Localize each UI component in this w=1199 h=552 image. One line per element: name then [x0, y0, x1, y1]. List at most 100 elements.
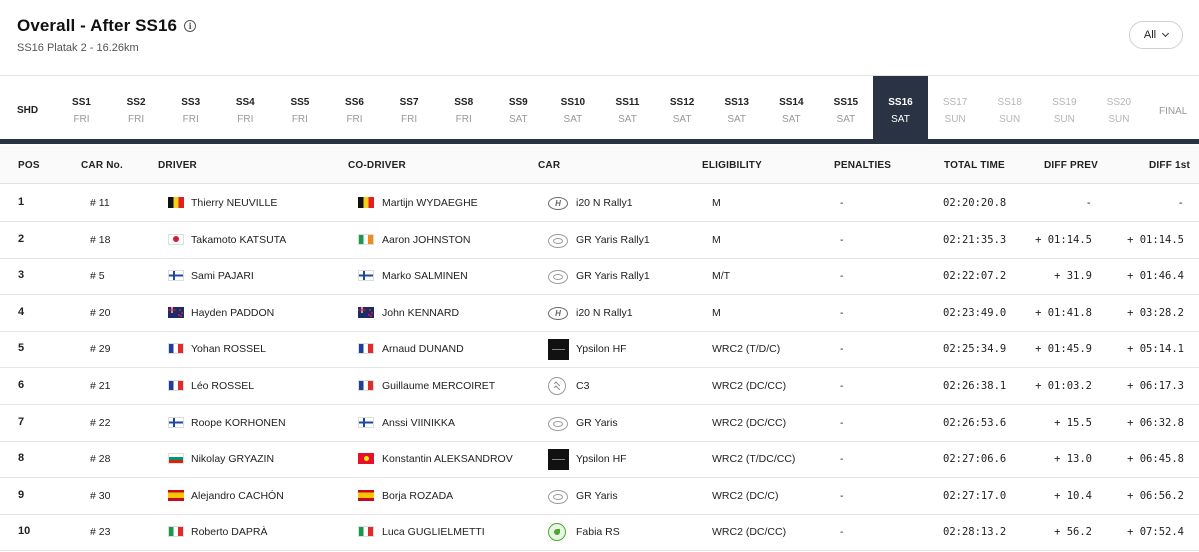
stage-tab-ss3[interactable]: SS3 FRI [163, 76, 218, 140]
stage-tab-ss15[interactable]: SS15 SAT [818, 76, 873, 140]
stage-tab-ss4[interactable]: SS4 FRI [218, 76, 273, 140]
driver-name[interactable]: Hayden PADDON [191, 306, 275, 319]
col-diff-prev[interactable]: DIFF PREV [1044, 160, 1099, 171]
stage-day: FRI [182, 114, 199, 125]
co-driver-flag-icon [358, 270, 374, 282]
filter-label: All [1143, 29, 1157, 41]
eligibility: WRC2 (T/D/C) [712, 343, 781, 356]
diff-prev: - [1085, 197, 1092, 209]
driver-name[interactable]: Roope KORHONEN [191, 416, 286, 429]
stage-tab-ss16[interactable]: SS16 SAT [873, 76, 928, 140]
col-car[interactable]: CAR [538, 160, 561, 171]
stage-tab-ss19[interactable]: SS19 SUN [1037, 76, 1092, 140]
col-car-no[interactable]: CAR No. [81, 160, 123, 171]
stage-tab-ss7[interactable]: SS7 FRI [382, 76, 437, 140]
stage-tab-ss18[interactable]: SS18 SUN [982, 76, 1037, 140]
stage-day: SUN [999, 114, 1021, 125]
car-number: # 29 [90, 343, 111, 356]
col-pos[interactable]: POS [18, 160, 40, 171]
co-driver-flag-icon [358, 416, 374, 428]
driver-flag-icon [168, 453, 184, 465]
co-driver-name[interactable]: Konstantin ALEKSANDROV [382, 453, 513, 466]
stage-tab-ss17[interactable]: SS17 SUN [928, 76, 983, 140]
info-icon[interactable]: i [184, 20, 197, 32]
car-model: C3 [576, 380, 590, 392]
eligibility: WRC2 (DC/CC) [712, 416, 787, 429]
position: 7 [18, 415, 25, 428]
table-row[interactable]: 10 # 23 Roberto DAPRÀ Luca GUGLIELMETTI Fabi… [0, 514, 1199, 552]
table-row[interactable]: 9 # 30 Alejandro CACHÓN Borja ROZADA GR Yari… [0, 478, 1199, 515]
stage-name: SS14 [779, 97, 804, 108]
driver-name[interactable]: Thierry NEUVILLE [191, 197, 278, 209]
driver-flag-icon [168, 270, 184, 282]
stage-day: FRI [455, 114, 472, 125]
stage-tab-ss20[interactable]: SS20 SUN [1091, 76, 1146, 140]
car-model: i20 N Rally1 [576, 306, 633, 319]
co-driver-name[interactable]: Anssi VIINIKKA [382, 416, 455, 429]
stage-tab-final[interactable]: FINAL [1159, 106, 1188, 117]
table-row[interactable]: 6 # 21 Léo ROSSEL Guillaume MERCOIRET C3 WRC2… [0, 368, 1199, 405]
toyota-logo-icon [548, 270, 568, 285]
position: 8 [18, 452, 25, 465]
co-driver-name[interactable]: John KENNARD [382, 306, 460, 319]
stage-tab-ss6[interactable]: SS6 FRI [327, 76, 382, 140]
co-driver-name[interactable]: Marko SALMINEN [382, 270, 468, 283]
col-diff-first[interactable]: DIFF 1st [1149, 160, 1191, 171]
driver-name[interactable]: Takamoto KATSUTA [191, 233, 287, 246]
stage-tab-ss1[interactable]: SS1 FRI [54, 76, 109, 140]
col-total-time[interactable]: TOTAL TIME [944, 160, 1005, 171]
table-row[interactable]: 7 # 22 Roope KORHONEN Anssi VIINIKKA GR Yari… [0, 405, 1199, 442]
co-driver-name[interactable]: Luca GUGLIELMETTI [382, 526, 485, 539]
stage-day: FRI [128, 114, 145, 125]
driver-name[interactable]: Léo ROSSEL [191, 380, 255, 392]
driver-name[interactable]: Sami PAJARI [191, 270, 254, 283]
table-row[interactable]: 5 # 29 Yohan ROSSEL Arnaud DUNAND Ypsilon HF… [0, 331, 1199, 369]
car-number: # 22 [90, 416, 111, 429]
stage-tab-ss13[interactable]: SS13 SAT [709, 76, 764, 140]
diff-prev: + 56.2 [1054, 526, 1092, 539]
stage-name: SS7 [399, 97, 419, 108]
stage-tab-ss10[interactable]: SS10 SAT [545, 76, 600, 140]
driver-name[interactable]: Yohan ROSSEL [191, 343, 266, 356]
col-penalties[interactable]: PENALTIES [834, 160, 892, 171]
stage-day: FRI [237, 114, 254, 125]
driver-name[interactable]: Alejandro CACHÓN [191, 489, 284, 502]
stage-tab-ss5[interactable]: SS5 FRI [272, 76, 327, 140]
stage-tab-ss2[interactable]: SS2 FRI [109, 76, 164, 140]
col-co-driver[interactable]: CO-DRIVER [348, 160, 406, 171]
stage-tab-ss12[interactable]: SS12 SAT [655, 76, 710, 140]
stage-tab-shd[interactable]: SHD [17, 105, 39, 116]
co-driver-name[interactable]: Arnaud DUNAND [382, 343, 464, 356]
col-eligibility[interactable]: ELIGIBILITY [702, 160, 762, 171]
co-driver-name[interactable]: Aaron JOHNSTON [382, 233, 471, 246]
title-row: Overall - After SS16 i [17, 16, 197, 36]
driver-flag-icon [168, 526, 184, 538]
car-model: Ypsilon HF [576, 343, 627, 356]
total-time: 02:27:17.0 [943, 489, 1007, 502]
diff-prev: + 10.4 [1054, 489, 1092, 502]
col-driver[interactable]: DRIVER [158, 160, 197, 171]
stage-day: SAT [563, 114, 583, 125]
table-row[interactable]: 2 # 18 Takamoto KATSUTA Aaron JOHNSTON GR Ya… [0, 222, 1199, 259]
stage-tab-ss8[interactable]: SS8 FRI [436, 76, 491, 140]
driver-flag-icon [168, 233, 184, 245]
stage-tab-ss14[interactable]: SS14 SAT [764, 76, 819, 140]
diff-prev: + 13.0 [1054, 453, 1092, 466]
diff-first: + 01:46.4 [1127, 270, 1184, 283]
co-driver-name[interactable]: Guillaume MERCOIRET [382, 380, 496, 392]
driver-name[interactable]: Nikolay GRYAZIN [191, 453, 275, 466]
table-row[interactable]: 8 # 28 Nikolay GRYAZIN Konstantin ALEKSANDR… [0, 441, 1199, 479]
driver-flag-icon [168, 343, 184, 355]
co-driver-flag-icon [358, 526, 374, 538]
table-row[interactable]: 3 # 5 Sami PAJARI Marko SALMINEN GR Yaris Ra… [0, 258, 1199, 296]
driver-name[interactable]: Roberto DAPRÀ [191, 526, 268, 539]
class-filter-dropdown[interactable]: All [1129, 21, 1183, 49]
position: 3 [18, 269, 25, 282]
stage-tab-ss9[interactable]: SS9 SAT [491, 76, 546, 140]
diff-prev: + 01:41.8 [1035, 306, 1092, 319]
co-driver-name[interactable]: Martijn WYDAEGHE [382, 197, 478, 209]
co-driver-name[interactable]: Borja ROZADA [382, 489, 454, 502]
stage-tab-ss11[interactable]: SS11 SAT [600, 76, 655, 140]
